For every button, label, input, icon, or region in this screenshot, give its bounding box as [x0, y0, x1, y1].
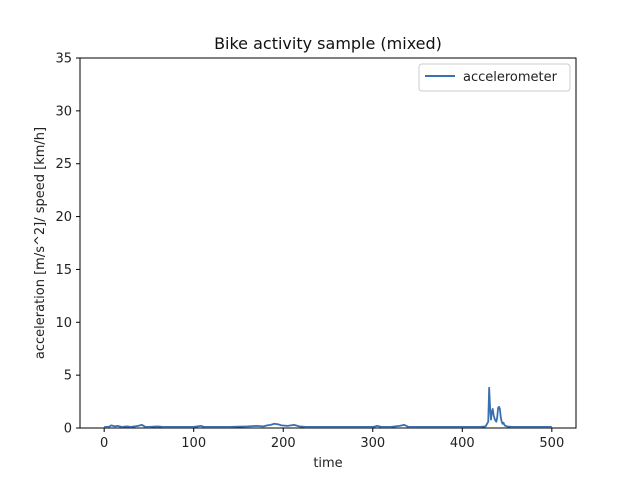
y-tick-label: 20: [55, 210, 72, 225]
x-tick-label: 500: [539, 436, 564, 451]
x-tick-label: 100: [181, 436, 206, 451]
x-tick-label: 200: [271, 436, 296, 451]
y-axis-title: acceleration [m/s^2]/ speed [km/h]: [33, 127, 48, 359]
y-tick-label: 10: [55, 316, 72, 331]
x-tick-label: 300: [360, 436, 385, 451]
series-line-accelerometer: [104, 386, 552, 428]
x-axis: 0 100 200 300 400 500: [100, 428, 564, 451]
y-axis: 0 5 10 15 20 25 30 35: [55, 52, 80, 437]
x-tick-label: 400: [450, 436, 475, 451]
x-tick-label: 0: [100, 436, 108, 451]
y-tick-label: 5: [64, 369, 72, 384]
plot-area: 0 100 200 300 400 500 0 5 10 15 20 25 30 35: [55, 52, 577, 451]
y-tick-label: 30: [55, 104, 72, 119]
axes-frame: [79, 57, 577, 429]
y-tick-label: 0: [64, 422, 72, 437]
legend-label-accelerometer: accelerometer: [463, 70, 558, 85]
y-tick-label: 25: [55, 157, 72, 172]
legend: accelerometer: [418, 63, 571, 92]
y-tick-label: 35: [55, 52, 72, 67]
legend-box: [418, 63, 571, 92]
chart-title: Bike activity sample (mixed): [214, 34, 442, 53]
x-axis-title: time: [313, 456, 342, 471]
y-tick-label: 15: [55, 263, 72, 278]
